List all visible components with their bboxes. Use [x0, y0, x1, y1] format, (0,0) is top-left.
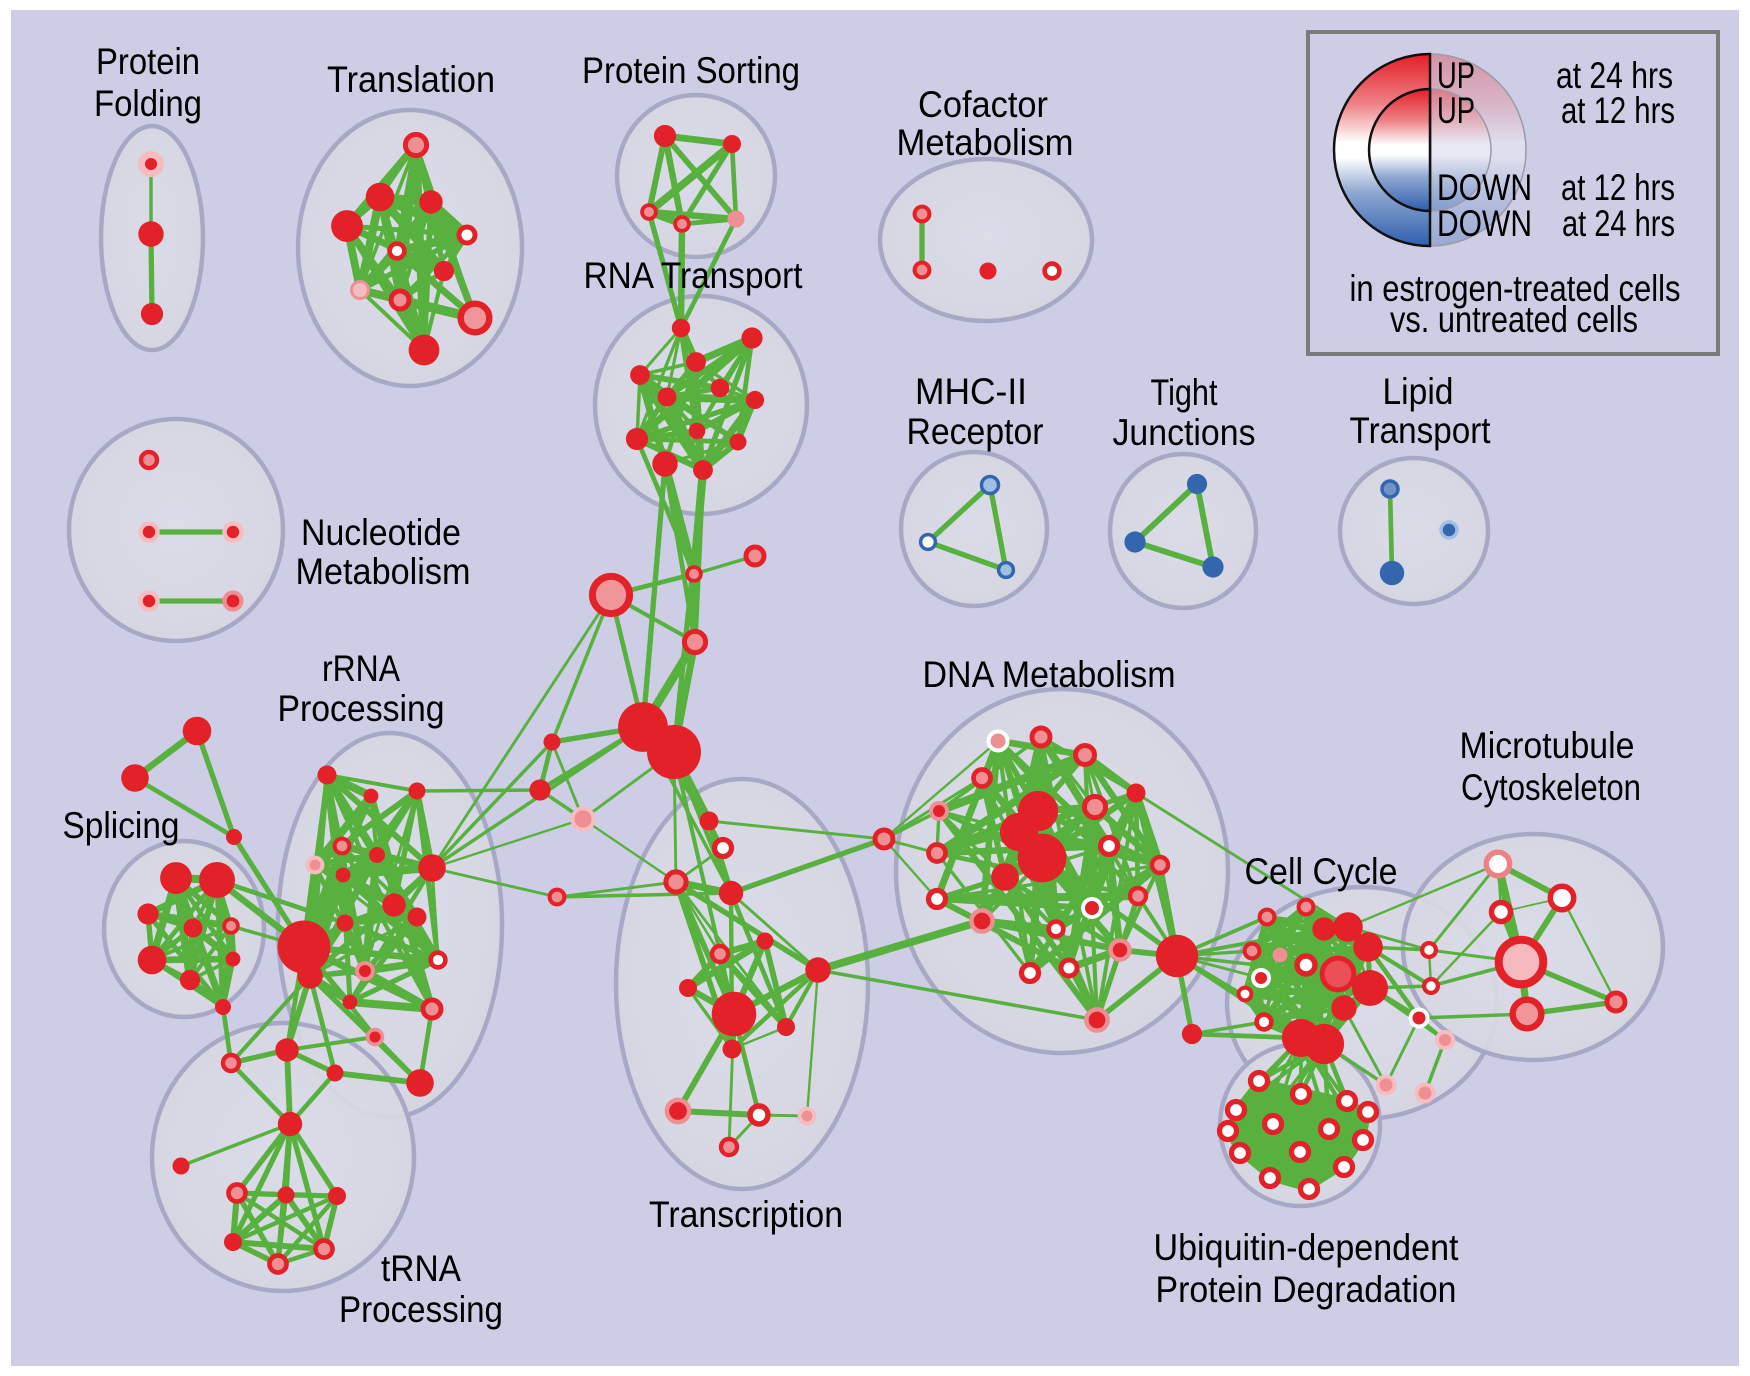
svg-text:DNA Metabolism: DNA Metabolism: [923, 654, 1176, 695]
svg-text:in estrogen-treated cells: in estrogen-treated cells: [1350, 268, 1681, 309]
svg-text:DOWN: DOWN: [1437, 203, 1532, 244]
svg-text:at 24 hrs: at 24 hrs: [1556, 55, 1673, 96]
svg-text:Translation: Translation: [327, 59, 495, 100]
svg-text:at 12 hrs: at 12 hrs: [1561, 90, 1675, 131]
svg-text:Cell Cycle: Cell Cycle: [1245, 851, 1398, 892]
svg-text:MHC-II: MHC-II: [915, 371, 1027, 412]
svg-text:Protein Degradation: Protein Degradation: [1156, 1269, 1457, 1310]
svg-text:DOWN: DOWN: [1437, 167, 1532, 208]
svg-text:Cofactor: Cofactor: [918, 84, 1048, 125]
svg-text:Metabolism: Metabolism: [296, 551, 471, 592]
svg-text:Protein Sorting: Protein Sorting: [582, 50, 800, 91]
svg-text:Tight: Tight: [1151, 372, 1219, 413]
svg-text:Metabolism: Metabolism: [897, 122, 1074, 163]
svg-text:rRNA: rRNA: [322, 648, 400, 689]
svg-text:Ubiquitin-dependent: Ubiquitin-dependent: [1154, 1227, 1460, 1268]
svg-text:Microtubule: Microtubule: [1460, 725, 1635, 766]
svg-text:UP: UP: [1437, 90, 1475, 131]
svg-text:vs. untreated cells: vs. untreated cells: [1390, 299, 1638, 340]
svg-text:UP: UP: [1437, 55, 1475, 96]
svg-text:at 24 hrs: at 24 hrs: [1562, 203, 1675, 244]
svg-text:at 12 hrs: at 12 hrs: [1561, 167, 1675, 208]
svg-text:Processing: Processing: [339, 1289, 503, 1330]
svg-text:Transcription: Transcription: [649, 1194, 843, 1235]
svg-text:Processing: Processing: [278, 688, 445, 729]
svg-text:Nucleotide: Nucleotide: [301, 512, 461, 553]
svg-text:Cytoskeleton: Cytoskeleton: [1461, 767, 1641, 808]
svg-text:Transport: Transport: [1350, 410, 1492, 451]
svg-text:tRNA: tRNA: [381, 1248, 461, 1289]
svg-text:Junctions: Junctions: [1113, 412, 1256, 453]
svg-text:Folding: Folding: [94, 83, 202, 124]
svg-text:Splicing: Splicing: [63, 805, 180, 846]
svg-text:Protein: Protein: [96, 41, 200, 82]
svg-text:RNA Transport: RNA Transport: [584, 255, 804, 296]
svg-text:Lipid: Lipid: [1383, 371, 1454, 412]
svg-text:Receptor: Receptor: [907, 411, 1044, 452]
